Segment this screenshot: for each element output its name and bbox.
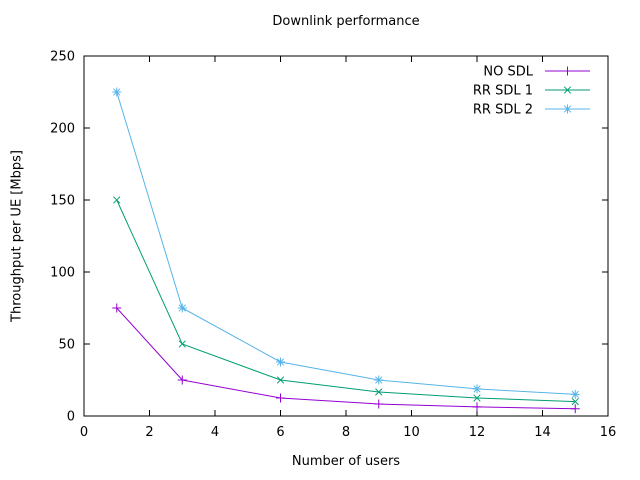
x-tick-label: 6 bbox=[276, 425, 284, 440]
series-marker-rr-sdl-2 bbox=[570, 389, 580, 399]
series-marker-no-sdl bbox=[570, 404, 580, 414]
series-marker-rr-sdl-1 bbox=[473, 394, 481, 402]
y-tick-label: 200 bbox=[50, 122, 75, 137]
series-marker-rr-sdl-1 bbox=[375, 388, 383, 396]
series-marker-rr-sdl-2 bbox=[276, 357, 285, 367]
series-marker-rr-sdl-1 bbox=[178, 340, 186, 348]
series-marker-no-sdl bbox=[112, 303, 122, 313]
series-marker-rr-sdl-1 bbox=[571, 397, 579, 406]
x-tick-label: 4 bbox=[211, 425, 219, 440]
x-tick-label: 16 bbox=[600, 425, 617, 440]
legend-marker-sample bbox=[563, 86, 572, 94]
x-tick-label: 0 bbox=[80, 425, 88, 440]
series-marker-rr-sdl-2 bbox=[374, 375, 384, 385]
x-tick-label: 8 bbox=[342, 425, 350, 440]
series-marker-rr-sdl-1 bbox=[276, 376, 285, 384]
y-tick-label: 0 bbox=[67, 410, 75, 425]
y-axis-label: Throughput per UE [Mbps] bbox=[9, 150, 25, 322]
series-marker-rr-sdl-2 bbox=[177, 303, 187, 313]
legend-label-no-sdl: NO SDL bbox=[483, 65, 533, 80]
legend-marker-sample bbox=[563, 104, 572, 114]
series-line-no-sdl bbox=[116, 307, 576, 410]
chart-title: Downlink performance bbox=[272, 14, 420, 29]
series-marker-no-sdl bbox=[374, 399, 384, 409]
x-axis-label: Number of users bbox=[291, 454, 401, 469]
legend-label-rr-sdl-1: RR SDL 1 bbox=[473, 84, 533, 99]
x-tick-label: 14 bbox=[534, 425, 551, 440]
y-tick-label: 100 bbox=[50, 266, 75, 281]
x-tick-label: 12 bbox=[469, 425, 486, 440]
x-tick-label: 2 bbox=[145, 425, 153, 440]
series-marker-no-sdl bbox=[472, 402, 482, 412]
x-tick-label: 10 bbox=[403, 425, 420, 440]
series-line-rr-sdl-2 bbox=[116, 91, 576, 395]
legend-marker-sample bbox=[563, 66, 572, 76]
series-marker-no-sdl bbox=[276, 393, 285, 403]
y-tick-label: 50 bbox=[58, 338, 75, 353]
y-tick-label: 150 bbox=[50, 194, 75, 209]
series-marker-rr-sdl-1 bbox=[113, 196, 121, 204]
series-marker-rr-sdl-2 bbox=[472, 384, 482, 394]
series-marker-rr-sdl-2 bbox=[112, 87, 122, 97]
y-tick-label: 250 bbox=[50, 50, 75, 65]
legend-label-rr-sdl-2: RR SDL 2 bbox=[473, 103, 533, 118]
series-line-rr-sdl-1 bbox=[116, 199, 576, 403]
series-marker-no-sdl bbox=[177, 375, 187, 385]
